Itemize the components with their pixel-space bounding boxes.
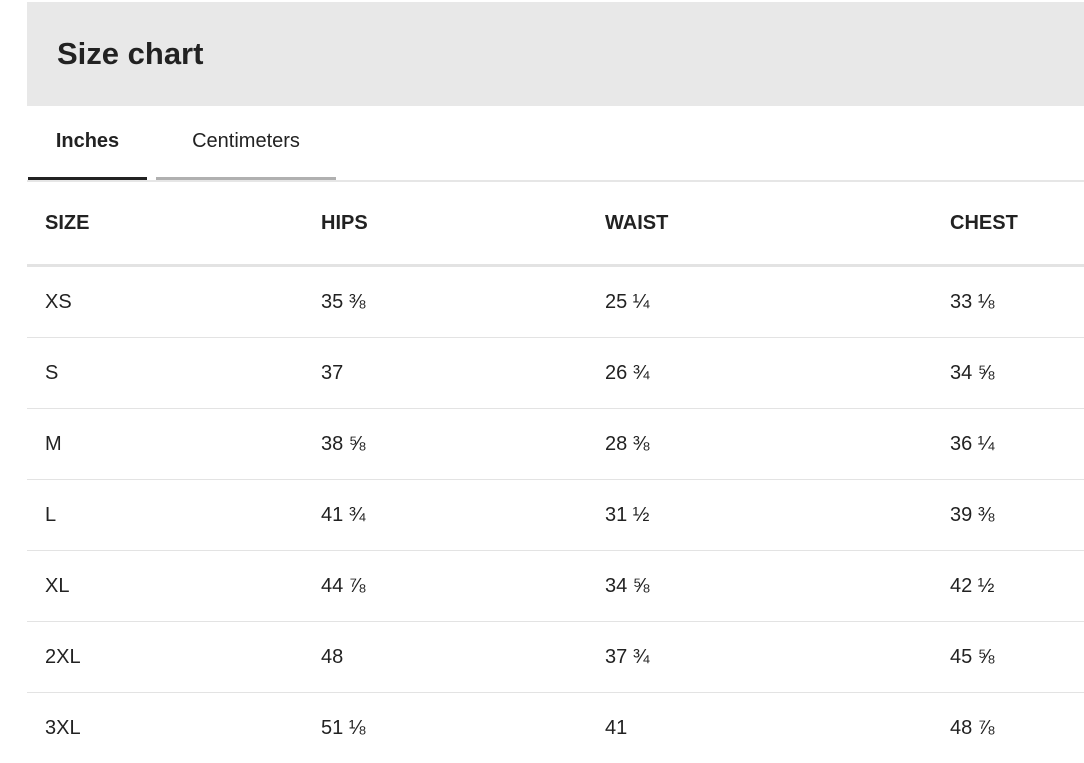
cell-size: L <box>27 480 321 551</box>
cell-size: M <box>27 409 321 480</box>
page-title: Size chart <box>57 36 203 72</box>
cell-size: XL <box>27 551 321 622</box>
cell-hips: 41 ¾ <box>321 480 605 551</box>
header-chest: CHEST <box>950 182 1084 266</box>
cell-chest: 39 ⅜ <box>950 480 1084 551</box>
cell-chest: 42 ½ <box>950 551 1084 622</box>
size-chart-panel: Size chart Inches Centimeters SIZE HIPS … <box>27 2 1084 763</box>
tab-inches[interactable]: Inches <box>28 106 147 180</box>
cell-size: XS <box>27 266 321 338</box>
cell-chest: 33 ⅛ <box>950 266 1084 338</box>
cell-chest: 36 ¼ <box>950 409 1084 480</box>
cell-waist: 37 ¾ <box>605 622 950 693</box>
cell-waist: 41 <box>605 693 950 763</box>
table-header-row: SIZE HIPS WAIST CHEST <box>27 182 1084 266</box>
tab-centimeters[interactable]: Centimeters <box>156 106 336 180</box>
cell-chest: 45 ⅝ <box>950 622 1084 693</box>
cell-hips: 51 ⅛ <box>321 693 605 763</box>
cell-hips: 35 ⅜ <box>321 266 605 338</box>
cell-hips: 38 ⅝ <box>321 409 605 480</box>
unit-tabs: Inches Centimeters <box>27 106 1084 182</box>
header-size: SIZE <box>27 182 321 266</box>
cell-hips: 44 ⅞ <box>321 551 605 622</box>
cell-chest: 48 ⅞ <box>950 693 1084 763</box>
header-waist: WAIST <box>605 182 950 266</box>
cell-waist: 25 ¼ <box>605 266 950 338</box>
cell-size: 2XL <box>27 622 321 693</box>
cell-waist: 31 ½ <box>605 480 950 551</box>
cell-size: S <box>27 338 321 409</box>
header: Size chart <box>27 2 1084 106</box>
cell-waist: 28 ⅜ <box>605 409 950 480</box>
cell-hips: 48 <box>321 622 605 693</box>
cell-chest: 34 ⅝ <box>950 338 1084 409</box>
cell-waist: 34 ⅝ <box>605 551 950 622</box>
cell-size: 3XL <box>27 693 321 763</box>
cell-waist: 26 ¾ <box>605 338 950 409</box>
header-hips: HIPS <box>321 182 605 266</box>
cell-hips: 37 <box>321 338 605 409</box>
